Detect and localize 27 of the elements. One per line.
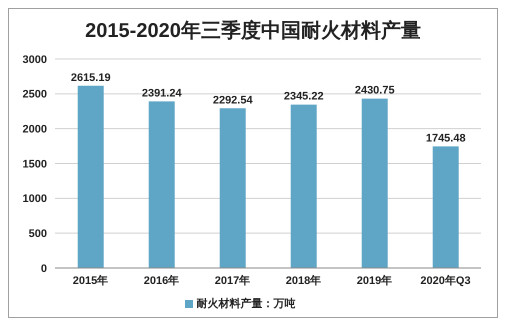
y-tick-label: 1500 bbox=[22, 158, 47, 170]
y-tick-label: 0 bbox=[40, 262, 47, 275]
data-label: 2292.54 bbox=[212, 94, 254, 106]
x-tick-label: 2016年 bbox=[144, 274, 180, 287]
data-label: 2615.19 bbox=[70, 72, 111, 84]
chart-title: 2015-2020年三季度中国耐火材料产量 bbox=[84, 18, 422, 44]
y-tick-label: 2500 bbox=[22, 88, 47, 101]
bar bbox=[362, 98, 388, 268]
legend-label: 耐火材料产量：万吨 bbox=[196, 298, 296, 310]
bar bbox=[148, 101, 175, 268]
bar bbox=[432, 146, 459, 268]
data-label: 1745.48 bbox=[426, 132, 466, 144]
data-label: 2391.24 bbox=[142, 87, 182, 100]
x-tick-label: 2020年Q3 bbox=[420, 274, 471, 287]
y-tick-label: 500 bbox=[28, 228, 47, 240]
x-tick-label: 2019年 bbox=[356, 274, 392, 287]
y-tick-label: 2000 bbox=[22, 124, 47, 136]
y-tick-label: 3000 bbox=[22, 54, 47, 66]
x-tick-label: 2018年 bbox=[286, 274, 322, 287]
bar bbox=[78, 86, 104, 268]
bar bbox=[220, 108, 246, 268]
data-label: 2345.22 bbox=[284, 90, 324, 103]
data-label: 2430.75 bbox=[354, 84, 395, 97]
y-tick-label: 1000 bbox=[22, 193, 47, 206]
x-tick-label: 2017年 bbox=[214, 274, 250, 287]
x-tick-label: 2015年 bbox=[72, 274, 108, 287]
bar bbox=[290, 104, 317, 268]
